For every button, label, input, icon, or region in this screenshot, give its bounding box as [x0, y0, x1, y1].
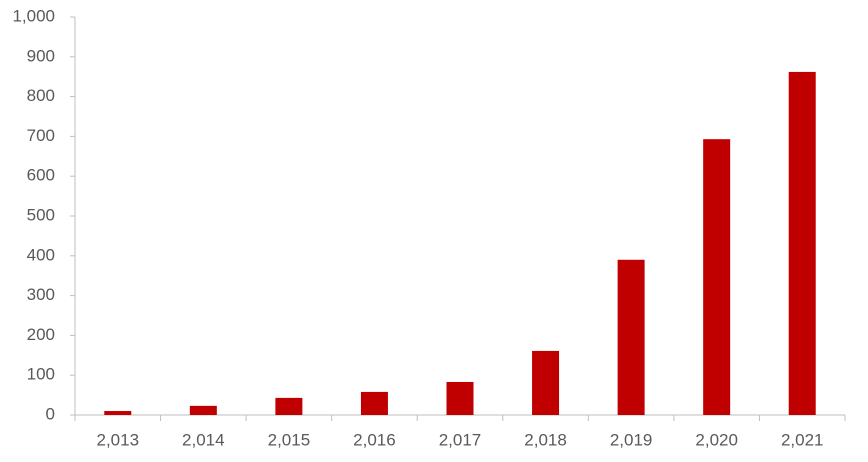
x-tick-label: 2,019 — [610, 430, 653, 449]
y-tick-label: 500 — [27, 205, 55, 224]
y-tick-label: 800 — [27, 86, 55, 105]
y-tick-label: 600 — [27, 166, 55, 185]
bar — [275, 397, 303, 415]
y-tick-label: 1,000 — [12, 6, 55, 25]
bar — [617, 259, 645, 415]
x-tick-label: 2,014 — [182, 430, 225, 449]
bar — [104, 411, 132, 415]
y-tick-label: 700 — [27, 126, 55, 145]
y-tick-label: 0 — [46, 404, 55, 423]
bar — [446, 381, 474, 415]
x-tick-label: 2,021 — [781, 430, 824, 449]
y-tick-label: 200 — [27, 325, 55, 344]
x-tick-label: 2,013 — [97, 430, 140, 449]
y-tick-label: 400 — [27, 245, 55, 264]
bar — [703, 139, 731, 415]
x-tick-label: 2,016 — [353, 430, 396, 449]
y-tick-label: 900 — [27, 46, 55, 65]
x-tick-label: 2,020 — [695, 430, 738, 449]
bar — [788, 71, 816, 415]
y-tick-label: 300 — [27, 285, 55, 304]
bar — [189, 405, 217, 415]
x-tick-label: 2,017 — [439, 430, 482, 449]
x-tick-label: 2,015 — [268, 430, 311, 449]
bar — [532, 350, 560, 415]
bar — [360, 391, 388, 415]
y-tick-label: 100 — [27, 365, 55, 384]
x-tick-label: 2,018 — [524, 430, 567, 449]
